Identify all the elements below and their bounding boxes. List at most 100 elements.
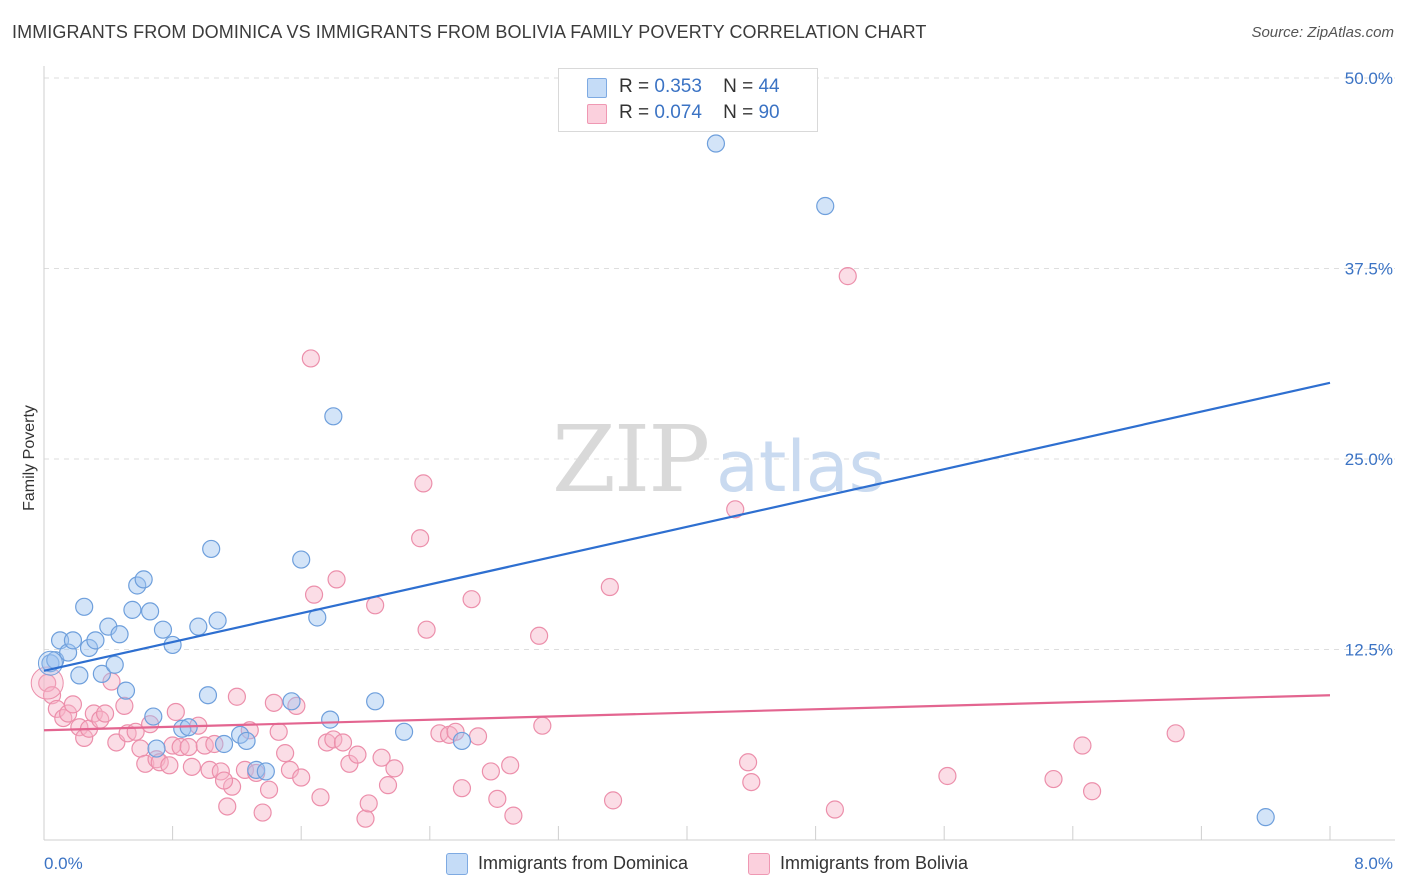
dominica-point-20 (163, 635, 182, 655)
dominica-point-7 (79, 638, 99, 658)
watermark-atlas: atlas (716, 426, 885, 508)
dominica-point-8 (86, 631, 105, 650)
dominica-point-40 (816, 196, 835, 216)
bolivia-point-53 (333, 733, 353, 752)
bolivia-point-86 (1073, 736, 1092, 755)
dominica-point-26 (208, 611, 227, 630)
bolivia-point-56 (356, 809, 375, 828)
bolivia-point-73 (501, 756, 520, 775)
bolivia-point-76 (533, 716, 552, 735)
bolivia-point-83 (838, 267, 857, 286)
dominica-point-24 (198, 686, 218, 705)
legend-n-label: N = (723, 102, 754, 123)
series-dominica-points (37, 134, 1275, 827)
dominica-point-34 (321, 710, 340, 729)
y-tick-labels: 12.5% 25.0% 37.5% 50.0% (1345, 69, 1393, 660)
legend-r-value: 0.074 (654, 102, 702, 123)
bolivia-point-large-0 (30, 666, 64, 700)
legend-stats: R = 0.353 N = 44 R = 0.074 N = 90 (558, 68, 818, 132)
x-tick-label-min: 0.0% (44, 854, 83, 873)
legend-r-value: 0.353 (654, 76, 702, 97)
legend-n-label: N = (723, 76, 754, 97)
dominica-point-36 (366, 692, 385, 711)
bolivia-point-82 (825, 800, 844, 819)
bolivia-point-52 (327, 570, 346, 589)
dominica-point-41 (1256, 808, 1275, 827)
legend-swatch-dominica (587, 78, 607, 98)
dominica-point-17 (140, 602, 160, 621)
dominica-point-21 (173, 719, 192, 738)
dominica-point-9 (92, 664, 111, 683)
dominica-point-16 (134, 570, 153, 589)
dominica-point-5 (70, 666, 89, 685)
bolivia-point-37 (240, 721, 259, 740)
bolivia-point-62 (411, 529, 430, 548)
legend-n-value: 44 (758, 76, 780, 97)
gridlines (44, 77, 1395, 650)
bolivia-point-70 (468, 727, 488, 746)
bolivia-point-85 (1044, 769, 1063, 789)
legend-swatch-dominica (446, 853, 468, 875)
dominica-point-18 (147, 739, 166, 758)
bolivia-point-88 (1166, 724, 1185, 743)
legend-r-label: R = (619, 102, 650, 123)
bolivia-point-68 (452, 779, 472, 798)
dominica-trend-line (43, 381, 1331, 672)
bolivia-point-61 (385, 759, 404, 778)
dominica-point-37 (394, 722, 414, 741)
bolivia-point-79 (726, 500, 745, 519)
bolivia-point-72 (488, 789, 507, 808)
legend-r-label: R = (619, 76, 650, 97)
bolivia-point-18 (136, 754, 155, 773)
dominica-point-30 (256, 762, 275, 781)
dominica-point-42 (144, 707, 163, 726)
bolivia-point-64 (417, 620, 436, 639)
bolivia-point-57 (359, 794, 378, 813)
bolivia-point-80 (738, 753, 758, 772)
bolivia-point-14 (115, 696, 134, 715)
series-bolivia-points (30, 267, 1185, 828)
bolivia-point-43 (276, 744, 295, 763)
trend-lines (43, 381, 1331, 732)
dominica-point-large-0 (37, 650, 63, 676)
dominica-point-6 (75, 597, 94, 616)
legend-swatch-bolivia (748, 853, 770, 875)
bolivia-point-47 (301, 349, 320, 368)
dominica-point-4 (63, 631, 83, 650)
dominica-point-13 (116, 681, 136, 700)
bolivia-point-46 (292, 768, 311, 787)
dominica-point-25 (202, 539, 221, 559)
bolivia-point-78 (603, 791, 623, 810)
bolivia-point-77 (600, 577, 619, 597)
legend-series: Immigrants from Dominica Immigrants from… (0, 852, 1406, 878)
bolivia-point-42 (269, 722, 288, 741)
bolivia-point-26 (179, 737, 198, 757)
source-label: Source: ZipAtlas.com (1251, 24, 1394, 41)
y-tick-label-3: 50.0% (1345, 69, 1393, 88)
dominica-point-35 (324, 407, 343, 426)
watermark-zip: ZIP (552, 406, 708, 513)
bolivia-point-39 (253, 803, 272, 822)
x-tick-label-max: 8.0% (1354, 854, 1393, 873)
bolivia-trend-line (43, 694, 1331, 732)
bolivia-point-89 (214, 771, 234, 790)
bolivia-point-31 (205, 734, 224, 754)
watermark: ZIP atlas (552, 406, 885, 513)
dominica-point-31 (282, 692, 301, 711)
chart-title: IMMIGRANTS FROM DOMINICA VS IMMIGRANTS F… (12, 22, 927, 42)
dominica-point-32 (292, 550, 311, 569)
dominica-point-11 (105, 655, 124, 674)
bolivia-point-49 (311, 788, 330, 807)
bolivia-point-75 (530, 626, 549, 645)
dominica-point-12 (110, 625, 129, 644)
axes (43, 66, 1395, 841)
dominica-point-28 (237, 731, 256, 751)
bolivia-point-17 (131, 739, 150, 758)
bolivia-point-33 (218, 797, 237, 816)
bolivia-point-63 (414, 474, 433, 493)
bolivia-point-5 (63, 695, 83, 714)
bolivia-point-74 (504, 806, 523, 825)
bolivia-point-35 (227, 687, 246, 706)
bolivia-point-48 (304, 585, 324, 604)
